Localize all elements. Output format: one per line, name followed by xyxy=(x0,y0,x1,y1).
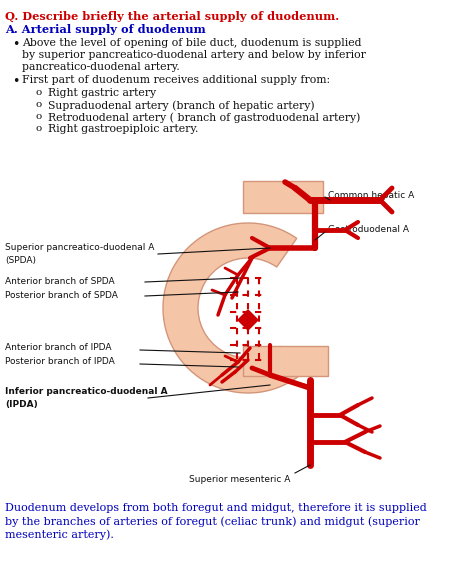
Text: Right gastric artery: Right gastric artery xyxy=(48,88,156,98)
Text: Duodenum develops from both foregut and midgut, therefore it is supplied: Duodenum develops from both foregut and … xyxy=(5,503,427,513)
Text: by the branches of arteries of foregut (celiac trunk) and midgut (superior: by the branches of arteries of foregut (… xyxy=(5,516,420,526)
Text: Superior pancreatico-duodenal A: Superior pancreatico-duodenal A xyxy=(5,244,155,252)
Text: Inferior pancreatico-duodenal A: Inferior pancreatico-duodenal A xyxy=(5,388,168,396)
Text: Right gastroepiploic artery.: Right gastroepiploic artery. xyxy=(48,124,199,134)
Text: Gastroduodenal A: Gastroduodenal A xyxy=(328,226,409,234)
Text: o: o xyxy=(36,88,42,97)
Text: Posterior branch of SPDA: Posterior branch of SPDA xyxy=(5,292,118,300)
Text: o: o xyxy=(36,100,42,109)
Text: First part of duodenum receives additional supply from:: First part of duodenum receives addition… xyxy=(22,75,330,85)
Bar xyxy=(243,346,328,376)
Text: by superior pancreatico-duodenal artery and below by inferior: by superior pancreatico-duodenal artery … xyxy=(22,50,366,60)
Text: (IPDA): (IPDA) xyxy=(5,401,38,409)
Wedge shape xyxy=(163,223,302,393)
Text: mesenteric artery).: mesenteric artery). xyxy=(5,529,114,539)
Text: Anterior branch of SPDA: Anterior branch of SPDA xyxy=(5,278,115,286)
Text: Anterior branch of IPDA: Anterior branch of IPDA xyxy=(5,343,111,353)
Polygon shape xyxy=(238,310,258,330)
Text: Superior mesenteric A: Superior mesenteric A xyxy=(189,475,291,484)
Text: Common hepatic A: Common hepatic A xyxy=(328,191,414,199)
Text: •: • xyxy=(12,75,19,88)
Text: Above the level of opening of bile duct, duodenum is supplied: Above the level of opening of bile duct,… xyxy=(22,38,362,48)
Text: Posterior branch of IPDA: Posterior branch of IPDA xyxy=(5,357,115,367)
Text: •: • xyxy=(12,38,19,51)
Text: Supraduodenal artery (branch of hepatic artery): Supraduodenal artery (branch of hepatic … xyxy=(48,100,315,111)
Bar xyxy=(243,181,323,213)
Text: Retroduodenal artery ( branch of gastroduodenal artery): Retroduodenal artery ( branch of gastrod… xyxy=(48,112,360,122)
Text: (SPDA): (SPDA) xyxy=(5,255,36,265)
Text: o: o xyxy=(36,112,42,121)
Text: o: o xyxy=(36,124,42,133)
Text: A. Arterial supply of duodenum: A. Arterial supply of duodenum xyxy=(5,24,206,35)
Text: Q. Describe briefly the arterial supply of duodenum.: Q. Describe briefly the arterial supply … xyxy=(5,11,339,22)
Text: pancreatico-duodenal artery.: pancreatico-duodenal artery. xyxy=(22,62,180,72)
